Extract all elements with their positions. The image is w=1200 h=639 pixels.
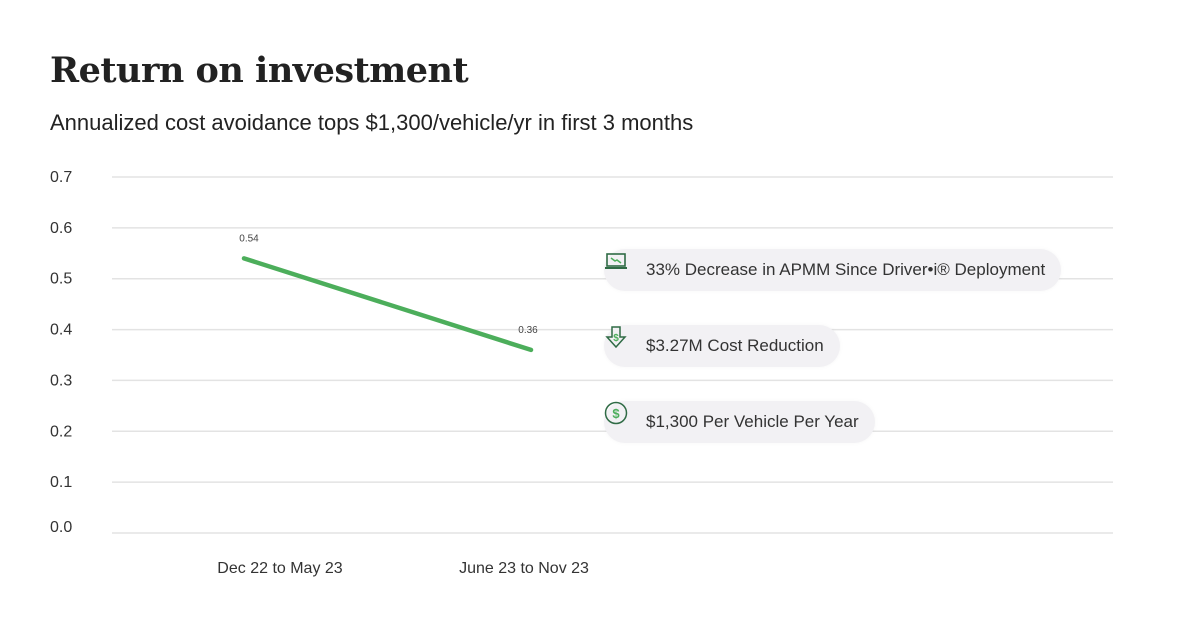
annotation-text: $3.27M Cost Reduction bbox=[646, 336, 824, 355]
annotation-text: 33% Decrease in APMM Since Driver•i® Dep… bbox=[646, 260, 1046, 279]
page-title: Return on investment bbox=[50, 50, 469, 91]
y-tick-label: 0.6 bbox=[50, 220, 72, 237]
annotation-text: $1,300 Per Vehicle Per Year bbox=[646, 412, 859, 431]
y-tick-label: 0.5 bbox=[50, 271, 72, 288]
annotation-cost-reduction: $ $3.27M Cost Reduction bbox=[604, 325, 840, 367]
dollar-circle-icon: $ bbox=[604, 401, 638, 434]
x-tick-label: Dec 22 to May 23 bbox=[217, 560, 343, 577]
y-tick-label: 0.7 bbox=[50, 169, 72, 186]
y-tick-label: 0.0 bbox=[50, 519, 72, 536]
x-tick-label: June 23 to Nov 23 bbox=[459, 560, 589, 577]
annotation-per-vehicle: $ $1,300 Per Vehicle Per Year bbox=[604, 401, 875, 443]
y-tick-label: 0.4 bbox=[50, 322, 72, 339]
svg-text:$: $ bbox=[613, 333, 619, 344]
y-tick-label: 0.3 bbox=[50, 372, 72, 389]
laptop-trend-down-icon bbox=[605, 253, 638, 282]
data-label: 0.36 bbox=[518, 325, 538, 336]
annotation-apmm-decrease: 33% Decrease in APMM Since Driver•i® Dep… bbox=[604, 249, 1062, 291]
svg-text:$: $ bbox=[612, 406, 620, 421]
y-tick-label: 0.2 bbox=[50, 423, 72, 440]
series-line bbox=[241, 256, 534, 353]
page-subtitle: Annualized cost avoidance tops $1,300/ve… bbox=[50, 110, 694, 135]
dollar-down-arrow-icon: $ bbox=[605, 326, 638, 358]
y-tick-label: 0.1 bbox=[50, 474, 72, 491]
data-label: 0.54 bbox=[239, 233, 259, 244]
